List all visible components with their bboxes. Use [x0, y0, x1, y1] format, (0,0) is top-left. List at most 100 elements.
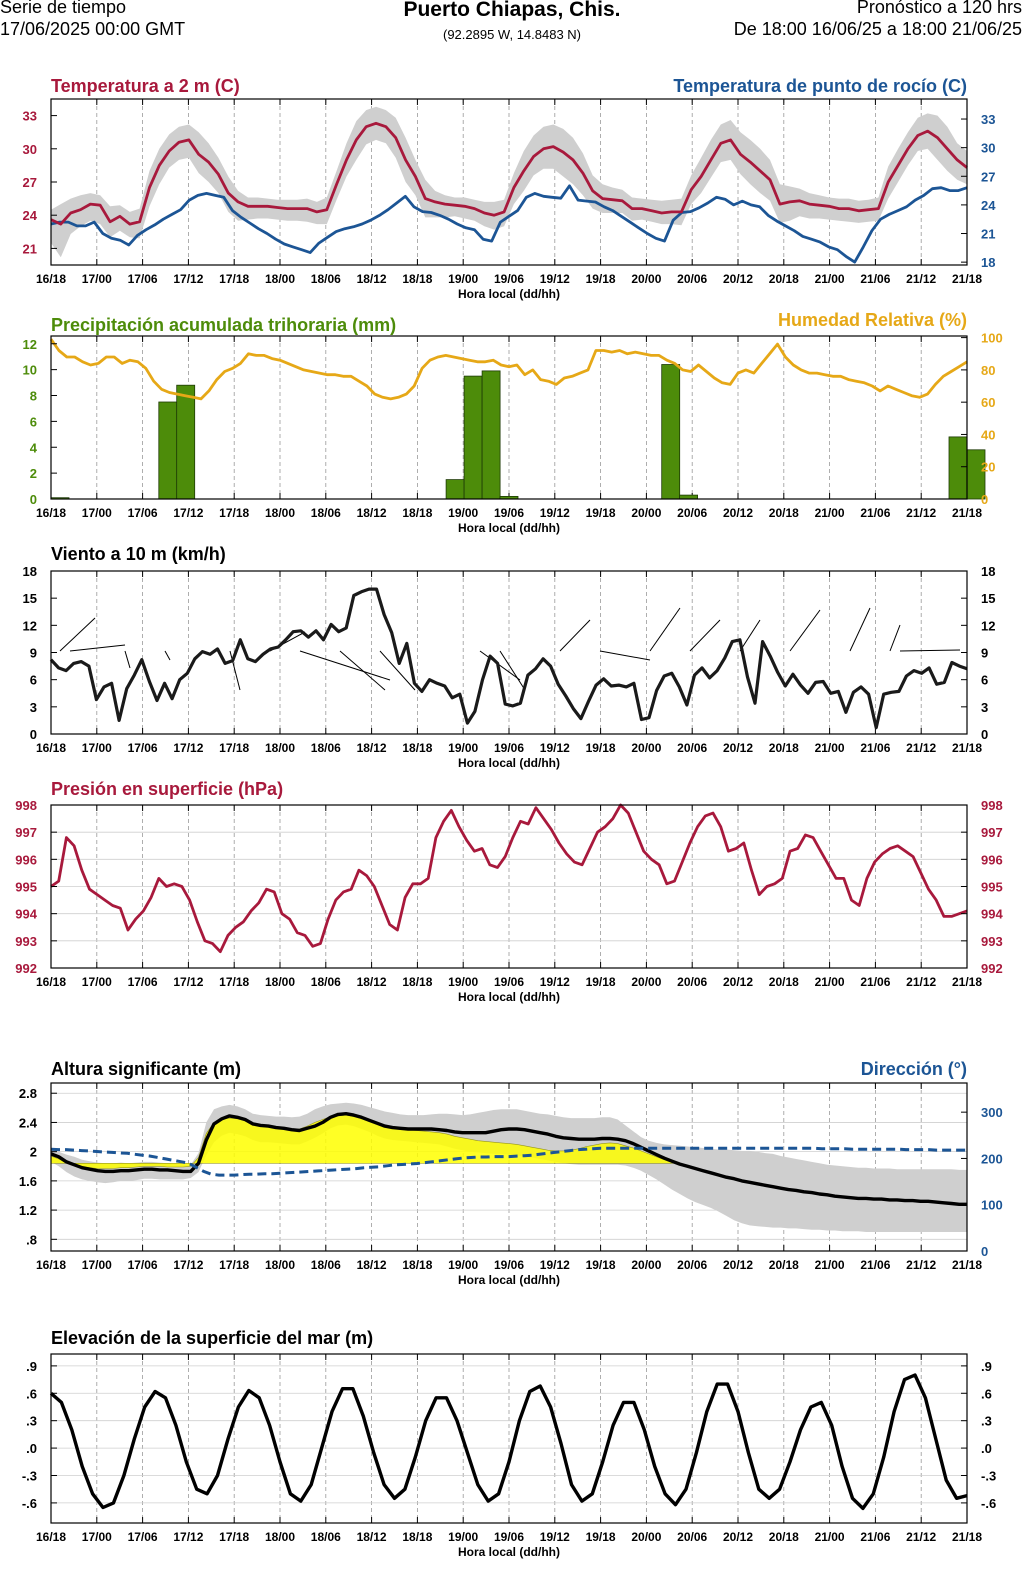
- dewpoint-title: Temperatura de punto de rocío (C): [673, 76, 967, 96]
- y-tick-label: 998: [15, 798, 37, 813]
- y-tick-label: 200: [981, 1151, 1003, 1166]
- x-tick-label: 19/12: [540, 272, 570, 286]
- x-tick-label: 18/12: [357, 272, 387, 286]
- y-tick-label: .6: [26, 1386, 37, 1401]
- x-tick-label: 19/06: [494, 1258, 524, 1272]
- x-tick-label: 19/18: [586, 1258, 616, 1272]
- x-tick-label: 16/18: [36, 1258, 66, 1272]
- y-tick-label: 12: [23, 337, 37, 352]
- x-tick-label: 21/18: [952, 1530, 982, 1544]
- y-tick-label: 27: [23, 175, 37, 190]
- header-left-line2: 17/06/2025 00:00 GMT: [0, 19, 186, 39]
- x-tick-label: 17/00: [82, 975, 112, 989]
- x-tick-label: 18/18: [402, 975, 432, 989]
- y-tick-label: 0: [30, 727, 37, 742]
- x-tick-label: 19/12: [540, 506, 570, 520]
- y-tick-label: 3: [30, 700, 37, 715]
- x-tick-label: 17/18: [219, 272, 249, 286]
- x-tick-label: 18/06: [311, 272, 341, 286]
- x-tick-label: 16/18: [36, 272, 66, 286]
- x-tick-label: 17/12: [173, 506, 203, 520]
- sea-level-line: [49, 1373, 968, 1511]
- wind-barb: [229, 650, 241, 691]
- y-tick-label: .6: [981, 1386, 992, 1401]
- station-coords: (92.2895 W, 14.8483 N): [442, 27, 582, 42]
- wind-barb: [649, 607, 681, 652]
- x-tick-label: 18/12: [357, 975, 387, 989]
- y-tick-label: -.6: [981, 1496, 996, 1511]
- y-tick-label: 60: [981, 395, 995, 410]
- y-tick-label: 997: [981, 825, 1003, 840]
- x-tick-label: 17/18: [219, 1530, 249, 1544]
- humidity-line: [49, 338, 968, 401]
- x-axis-label: Hora local (dd/hh): [458, 287, 560, 301]
- x-tick-label: 20/18: [769, 1258, 799, 1272]
- x-tick-label: 21/06: [860, 506, 890, 520]
- x-tick-label: 18/06: [311, 975, 341, 989]
- wave-height-line: [50, 1112, 967, 1206]
- x-tick-label: 19/12: [540, 1530, 570, 1544]
- y-tick-label: 18: [981, 564, 995, 579]
- wind-barb: [164, 650, 171, 661]
- x-axis-label: Hora local (dd/hh): [458, 1545, 560, 1559]
- y-tick-label: .0: [26, 1441, 37, 1456]
- x-tick-label: 20/12: [723, 272, 753, 286]
- y-tick-label: 40: [981, 427, 995, 442]
- x-tick-label: 20/00: [631, 741, 661, 755]
- wind-barb: [59, 617, 96, 652]
- x-tick-label: 21/00: [815, 1530, 845, 1544]
- x-tick-label: 20/12: [723, 1258, 753, 1272]
- temperature-title: Temperatura a 2 m (C): [51, 76, 240, 96]
- y-tick-label: 12: [981, 618, 995, 633]
- pressure-line: [50, 803, 968, 954]
- x-tick-label: 17/12: [173, 741, 203, 755]
- x-tick-label: 18/18: [402, 506, 432, 520]
- x-tick-label: 18/12: [357, 1258, 387, 1272]
- plot-border: [50, 335, 968, 500]
- x-tick-label: 19/18: [586, 272, 616, 286]
- x-tick-label: 21/18: [952, 975, 982, 989]
- x-tick-label: 18/18: [402, 741, 432, 755]
- plot-border: [50, 1353, 968, 1524]
- y-tick-label: 18: [23, 564, 37, 579]
- x-tick-label: 21/12: [906, 272, 936, 286]
- x-tick-label: 17/06: [128, 272, 158, 286]
- x-tick-label: 19/06: [494, 975, 524, 989]
- x-tick-label: 21/12: [906, 506, 936, 520]
- x-tick-label: 20/00: [631, 506, 661, 520]
- x-tick-label: 20/06: [677, 272, 707, 286]
- wind-barb: [299, 650, 391, 681]
- y-tick-label: 998: [981, 798, 1003, 813]
- x-tick-label: 20/06: [677, 1258, 707, 1272]
- y-tick-label: 1.2: [19, 1203, 37, 1218]
- pressure-title: Presión en superficie (hPa): [51, 779, 283, 799]
- x-tick-label: 16/18: [36, 975, 66, 989]
- x-tick-label: 19/06: [494, 1530, 524, 1544]
- x-tick-label: 21/06: [860, 272, 890, 286]
- precip-title: Precipitación acumulada trihoraria (mm): [51, 315, 396, 335]
- x-tick-label: 21/06: [860, 1530, 890, 1544]
- x-tick-label: 18/12: [357, 1530, 387, 1544]
- x-tick-label: 21/12: [906, 1530, 936, 1544]
- x-tick-label: 20/06: [677, 506, 707, 520]
- x-tick-label: 19/12: [540, 975, 570, 989]
- dewpoint-line: [50, 184, 968, 264]
- y-tick-label: 0: [981, 727, 988, 742]
- header-right-line2: De 18:00 16/06/25 a 18:00 21/06/25: [733, 19, 1022, 39]
- wind-title: Viento a 10 m (km/h): [51, 544, 226, 564]
- y-tick-label: 995: [981, 880, 1003, 895]
- x-tick-label: 21/18: [952, 272, 982, 286]
- x-tick-label: 20/18: [769, 506, 799, 520]
- x-axis-label: Hora local (dd/hh): [458, 990, 560, 1004]
- x-tick-label: 20/12: [723, 1530, 753, 1544]
- x-tick-label: 18/06: [311, 1530, 341, 1544]
- x-tick-label: 21/00: [815, 741, 845, 755]
- x-tick-label: 17/18: [219, 506, 249, 520]
- y-tick-label: 18: [981, 255, 995, 270]
- y-tick-label: 8: [30, 389, 37, 404]
- temperature-line: [50, 121, 968, 226]
- x-tick-label: 21/00: [815, 1258, 845, 1272]
- y-tick-label: 15: [23, 591, 37, 606]
- y-tick-label: 33: [981, 112, 995, 127]
- wind-speed-line: [49, 587, 968, 730]
